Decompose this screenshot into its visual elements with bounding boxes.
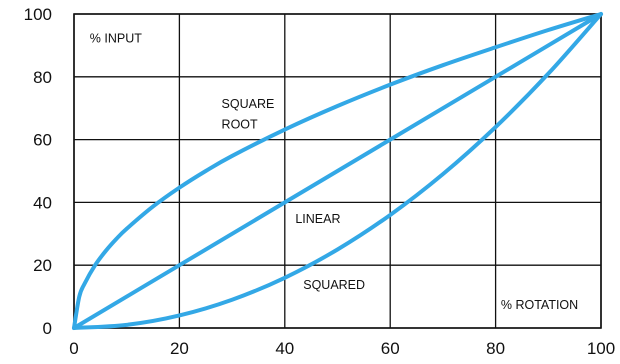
annotation-input: % INPUT [90, 31, 142, 45]
y-tick-label-60: 60 [33, 131, 52, 150]
annotation-squared: SQUARED [303, 278, 365, 292]
series-square-root-line [72, 12, 603, 330]
y-tick-label-20: 20 [33, 256, 52, 275]
y-tick-label-40: 40 [33, 193, 52, 212]
annotation-square: SQUARE [222, 97, 275, 111]
x-tick-label-60: 60 [381, 339, 400, 358]
curves [72, 12, 603, 330]
x-tick-label-20: 20 [170, 339, 189, 358]
annotation-root: ROOT [222, 118, 258, 132]
series-squared-line [72, 12, 603, 330]
annotation-rotation: % ROTATION [501, 298, 578, 312]
y-tick-label-100: 100 [24, 5, 52, 24]
x-tick-label-40: 40 [275, 339, 294, 358]
y-tick-label-80: 80 [33, 68, 52, 87]
series-linear-line [72, 12, 603, 330]
annotation-linear: LINEAR [295, 212, 340, 226]
annotations: % INPUT SQUARE ROOT LINEAR SQUARED % ROTATION [90, 31, 578, 312]
x-tick-label-0: 0 [69, 339, 78, 358]
tick-labels: 0 20 40 60 80 100 0 20 40 60 80 100 [24, 5, 616, 358]
x-tick-label-100: 100 [587, 339, 615, 358]
grid [73, 13, 602, 329]
plot-frame [73, 13, 602, 329]
x-tick-label-80: 80 [486, 339, 505, 358]
y-tick-label-0: 0 [43, 319, 52, 338]
